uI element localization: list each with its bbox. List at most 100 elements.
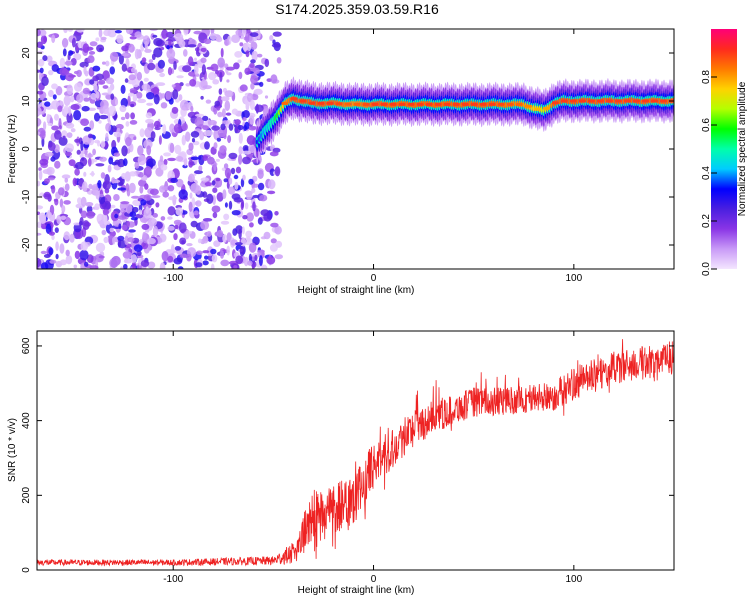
spectral-noise-blob xyxy=(162,124,167,135)
spectral-noise-blob xyxy=(70,104,80,111)
spectral-noise-blob xyxy=(128,229,136,233)
spectral-noise-blob xyxy=(82,181,88,192)
spectral-noise-blob xyxy=(160,164,168,171)
spectral-noise-blob xyxy=(173,60,177,70)
spectral-noise-blob xyxy=(211,205,221,213)
spectral-noise-blob xyxy=(109,227,115,233)
spectral-noise-blob xyxy=(81,157,85,161)
spectral-noise-blob xyxy=(204,182,212,187)
spectral-noise-blob xyxy=(185,83,191,87)
spectral-noise-blob xyxy=(150,131,156,140)
spectral-noise-blob xyxy=(107,29,117,38)
spectrogram-y-tick-label: 0 xyxy=(21,146,32,152)
spectral-noise-blob xyxy=(202,85,212,90)
spectral-noise-blob xyxy=(272,39,276,45)
spectral-noise-blob xyxy=(66,112,73,124)
spectral-noise-blob xyxy=(171,106,179,114)
spectral-noise-blob xyxy=(37,41,43,49)
spectral-noise-blob xyxy=(64,60,73,66)
spectral-noise-blob xyxy=(178,222,187,233)
spectral-noise-blob xyxy=(147,62,156,71)
spectral-noise-blob xyxy=(125,183,130,192)
spectral-noise-blob xyxy=(37,59,45,67)
spectral-noise-blob xyxy=(217,57,225,68)
spectral-noise-blob xyxy=(202,115,209,121)
spectral-noise-blob xyxy=(62,135,66,140)
spectral-noise-blob xyxy=(174,246,182,251)
spectral-noise-blob xyxy=(83,126,92,132)
spectral-noise-blob xyxy=(108,105,117,117)
spectral-noise-blob xyxy=(181,134,186,146)
spectral-noise-blob xyxy=(37,106,42,116)
spectral-noise-blob xyxy=(42,55,48,62)
spectral-noise-blob xyxy=(119,105,127,113)
spectral-noise-blob xyxy=(51,234,55,241)
spectral-noise-blob xyxy=(248,242,257,253)
spectral-noise-blob xyxy=(73,223,82,233)
spectral-noise-blob xyxy=(250,59,256,64)
spectral-noise-blob xyxy=(146,102,154,106)
spectral-noise-blob xyxy=(48,247,54,256)
ridge-peak-mark xyxy=(524,104,532,108)
spectral-noise-blob xyxy=(241,226,245,235)
spectral-noise-blob xyxy=(37,257,42,268)
spectral-noise-blob xyxy=(249,99,255,111)
spectral-noise-blob xyxy=(135,213,144,219)
spectral-noise-blob xyxy=(80,140,84,152)
spectral-noise-blob xyxy=(194,170,203,175)
spectral-noise-blob xyxy=(270,222,279,228)
spectral-noise-blob xyxy=(228,152,238,160)
spectral-noise-blob xyxy=(59,67,68,76)
spectral-noise-blob xyxy=(55,241,59,251)
ridge-peak-mark xyxy=(452,102,460,106)
spectral-noise-blob xyxy=(270,74,278,84)
spectral-noise-blob xyxy=(141,57,147,63)
spectrogram-x-axis-label: Height of straight line (km) xyxy=(298,285,415,296)
spectral-noise-blob xyxy=(206,193,214,204)
spectral-noise-blob xyxy=(226,245,230,256)
spectral-noise-blob xyxy=(73,53,82,61)
spectral-noise-blob xyxy=(108,157,114,165)
spectrogram-y-tick-label: -10 xyxy=(21,189,32,204)
spectral-noise-blob xyxy=(129,120,138,125)
spectral-noise-blob xyxy=(102,61,106,65)
spectral-noise-blob xyxy=(245,32,250,43)
spectral-noise-blob xyxy=(125,29,134,35)
spectral-noise-blob xyxy=(105,77,115,85)
spectral-noise-blob xyxy=(38,170,43,181)
spectral-noise-blob xyxy=(232,228,238,236)
spectral-noise-blob xyxy=(141,223,150,230)
spectral-noise-blob xyxy=(60,215,67,220)
spectral-noise-blob xyxy=(73,70,79,75)
spectral-noise-blob xyxy=(48,231,56,236)
spectral-noise-blob xyxy=(191,138,196,143)
spectral-noise-blob xyxy=(235,166,242,174)
spectral-noise-blob xyxy=(129,211,137,218)
spectral-noise-blob xyxy=(116,127,121,133)
spectral-noise-blob xyxy=(173,257,183,265)
spectral-noise-blob xyxy=(211,125,220,131)
spectral-noise-blob xyxy=(134,31,142,38)
spectral-noise-blob xyxy=(71,37,76,48)
spectral-noise-blob xyxy=(54,198,59,206)
spectral-noise-blob xyxy=(99,193,105,198)
spectral-noise-blob xyxy=(220,96,230,102)
spectral-noise-blob xyxy=(129,171,137,177)
spectral-noise-blob xyxy=(121,224,128,231)
spectral-noise-blob xyxy=(61,174,71,179)
spectral-noise-blob xyxy=(260,264,268,269)
spectral-noise-blob xyxy=(85,202,94,207)
spectral-noise-blob xyxy=(58,136,68,146)
spectral-noise-blob xyxy=(153,94,160,105)
spectral-noise-blob xyxy=(86,210,95,219)
spectral-noise-blob xyxy=(73,264,78,269)
spectral-noise-blob xyxy=(159,262,166,269)
spectral-noise-blob xyxy=(138,209,142,215)
spectral-noise-blob xyxy=(133,136,137,140)
spectral-noise-blob xyxy=(266,255,276,265)
spectral-noise-blob xyxy=(38,29,47,37)
spectral-noise-blob xyxy=(244,67,251,76)
spectral-noise-blob xyxy=(37,205,44,210)
spectral-noise-blob xyxy=(272,31,282,37)
spectral-noise-blob xyxy=(158,135,162,145)
